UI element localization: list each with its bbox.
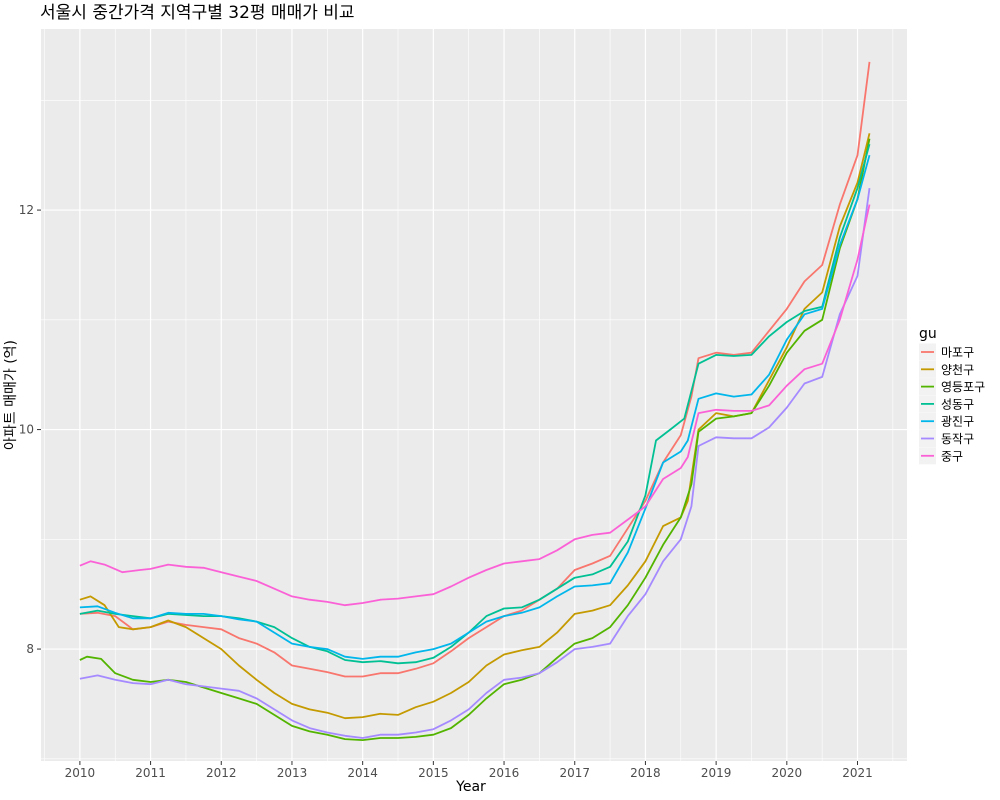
x-axis-ticks: 2010 2011 2012 2013 2014 2015 2016 2017 2018 2019… bbox=[65, 761, 873, 780]
x-axis-title: Year bbox=[455, 779, 486, 795]
x-tick-label: 2020 bbox=[772, 766, 803, 780]
x-tick-label: 2015 bbox=[418, 766, 449, 780]
y-axis-ticks: 8 10 12 bbox=[19, 203, 41, 656]
y-axis-title: 아파트 매매가 (억) bbox=[3, 340, 19, 450]
legend-label: 영등포구 bbox=[941, 380, 985, 394]
x-tick-label: 2011 bbox=[135, 766, 166, 780]
legend-label: 성동구 bbox=[941, 397, 974, 411]
x-tick-label: 2016 bbox=[489, 766, 520, 780]
legend-item: 중구 bbox=[919, 447, 963, 465]
x-tick-label: 2017 bbox=[559, 766, 590, 780]
series-line-동작구 bbox=[79, 187, 871, 739]
legend-item: 양천구 bbox=[919, 360, 974, 378]
legend-title: gu bbox=[919, 326, 937, 342]
series-line-광진구 bbox=[79, 154, 871, 660]
series-lines bbox=[79, 61, 871, 741]
legend-label: 양천구 bbox=[941, 362, 974, 377]
legend-item: 영등포구 bbox=[919, 378, 985, 396]
series-line-마포구 bbox=[79, 61, 871, 678]
x-tick-label: 2018 bbox=[630, 766, 661, 780]
x-tick-label: 2012 bbox=[206, 766, 237, 780]
legend-label: 중구 bbox=[941, 449, 963, 463]
legend-item: 성동구 bbox=[919, 395, 974, 413]
legend-item: 광진구 bbox=[919, 412, 974, 430]
legend-item: 마포구 bbox=[919, 343, 974, 361]
legend-label: 동작구 bbox=[941, 432, 974, 446]
legend-label: 광진구 bbox=[941, 415, 974, 429]
major-gridlines bbox=[41, 29, 907, 761]
x-tick-label: 2019 bbox=[701, 766, 732, 780]
y-tick-label: 12 bbox=[19, 203, 34, 217]
chart-title: 서울시 중간가격 지역구별 32평 매매가 비교 bbox=[40, 3, 355, 23]
minor-gridlines bbox=[41, 29, 907, 761]
legend-item: 동작구 bbox=[919, 430, 974, 447]
x-tick-label: 2014 bbox=[347, 766, 378, 780]
x-tick-label: 2021 bbox=[842, 766, 873, 780]
legend-label: 마포구 bbox=[941, 346, 974, 360]
y-tick-label: 8 bbox=[26, 642, 34, 656]
x-tick-label: 2010 bbox=[65, 766, 96, 780]
y-tick-label: 10 bbox=[19, 423, 34, 437]
x-tick-label: 2013 bbox=[277, 766, 308, 780]
series-line-중구 bbox=[79, 204, 871, 607]
plot-panel bbox=[41, 29, 907, 761]
